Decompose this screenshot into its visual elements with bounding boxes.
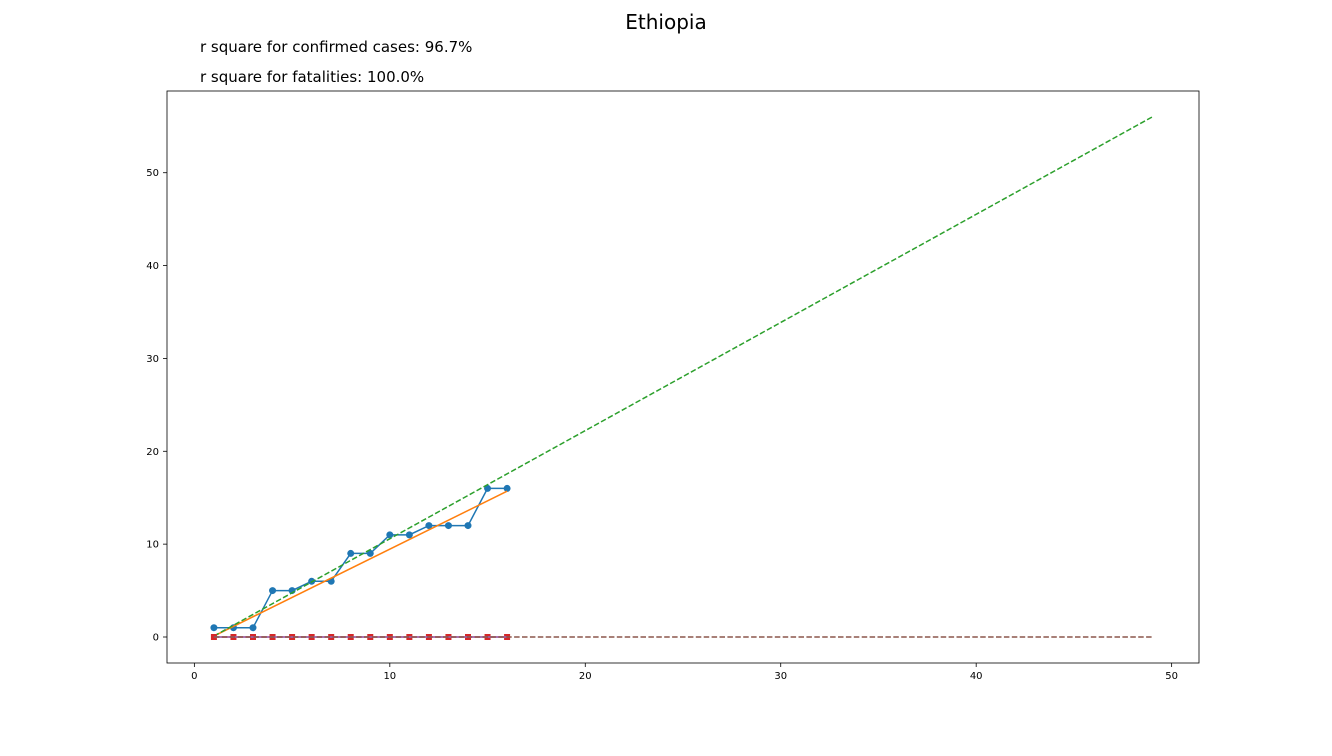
r-square-fatalities-annotation: r square for fatalities: 100.0% bbox=[200, 68, 425, 86]
observed-confirmed-point bbox=[269, 587, 277, 595]
observed-confirmed-point bbox=[484, 484, 492, 492]
projection-confirmed-line bbox=[213, 116, 1153, 637]
observed-confirmed-point bbox=[503, 484, 511, 492]
y-tick-label: 30 bbox=[146, 354, 159, 365]
fit-confirmed-line bbox=[213, 490, 508, 637]
x-tick-label: 40 bbox=[970, 671, 983, 682]
observed-confirmed-point bbox=[444, 522, 452, 530]
x-tick-label: 20 bbox=[579, 671, 592, 682]
observed-confirmed-point bbox=[425, 522, 433, 530]
x-tick-label: 50 bbox=[1165, 671, 1178, 682]
axes-layer: 0 10 20 30 40 50 0 10 20 30 40 50 bbox=[146, 90, 1200, 682]
observed-confirmed-line bbox=[213, 487, 508, 629]
r-square-confirmed-annotation: r square for confirmed cases: 96.7% bbox=[200, 38, 473, 56]
x-tick-label: 30 bbox=[774, 671, 787, 682]
series-layer bbox=[210, 116, 1153, 640]
observed-confirmed-point bbox=[464, 522, 472, 530]
plot-frame bbox=[166, 90, 1200, 664]
x-tick-label: 10 bbox=[383, 671, 396, 682]
observed-confirmed-point bbox=[386, 531, 394, 539]
y-tick-label: 0 bbox=[153, 633, 159, 644]
y-tick-label: 10 bbox=[146, 540, 159, 551]
observed-confirmed-point bbox=[347, 549, 355, 557]
observed-confirmed-point bbox=[249, 624, 257, 632]
x-tick-label: 0 bbox=[191, 671, 197, 682]
observed-confirmed-point bbox=[405, 531, 413, 539]
y-tick-label: 20 bbox=[146, 447, 159, 458]
y-tick-label: 40 bbox=[146, 261, 159, 272]
chart-title: Ethiopia bbox=[625, 10, 707, 34]
y-tick-label: 50 bbox=[146, 168, 159, 179]
observed-confirmed-point bbox=[210, 624, 218, 632]
observed-confirmed-point bbox=[366, 549, 374, 557]
